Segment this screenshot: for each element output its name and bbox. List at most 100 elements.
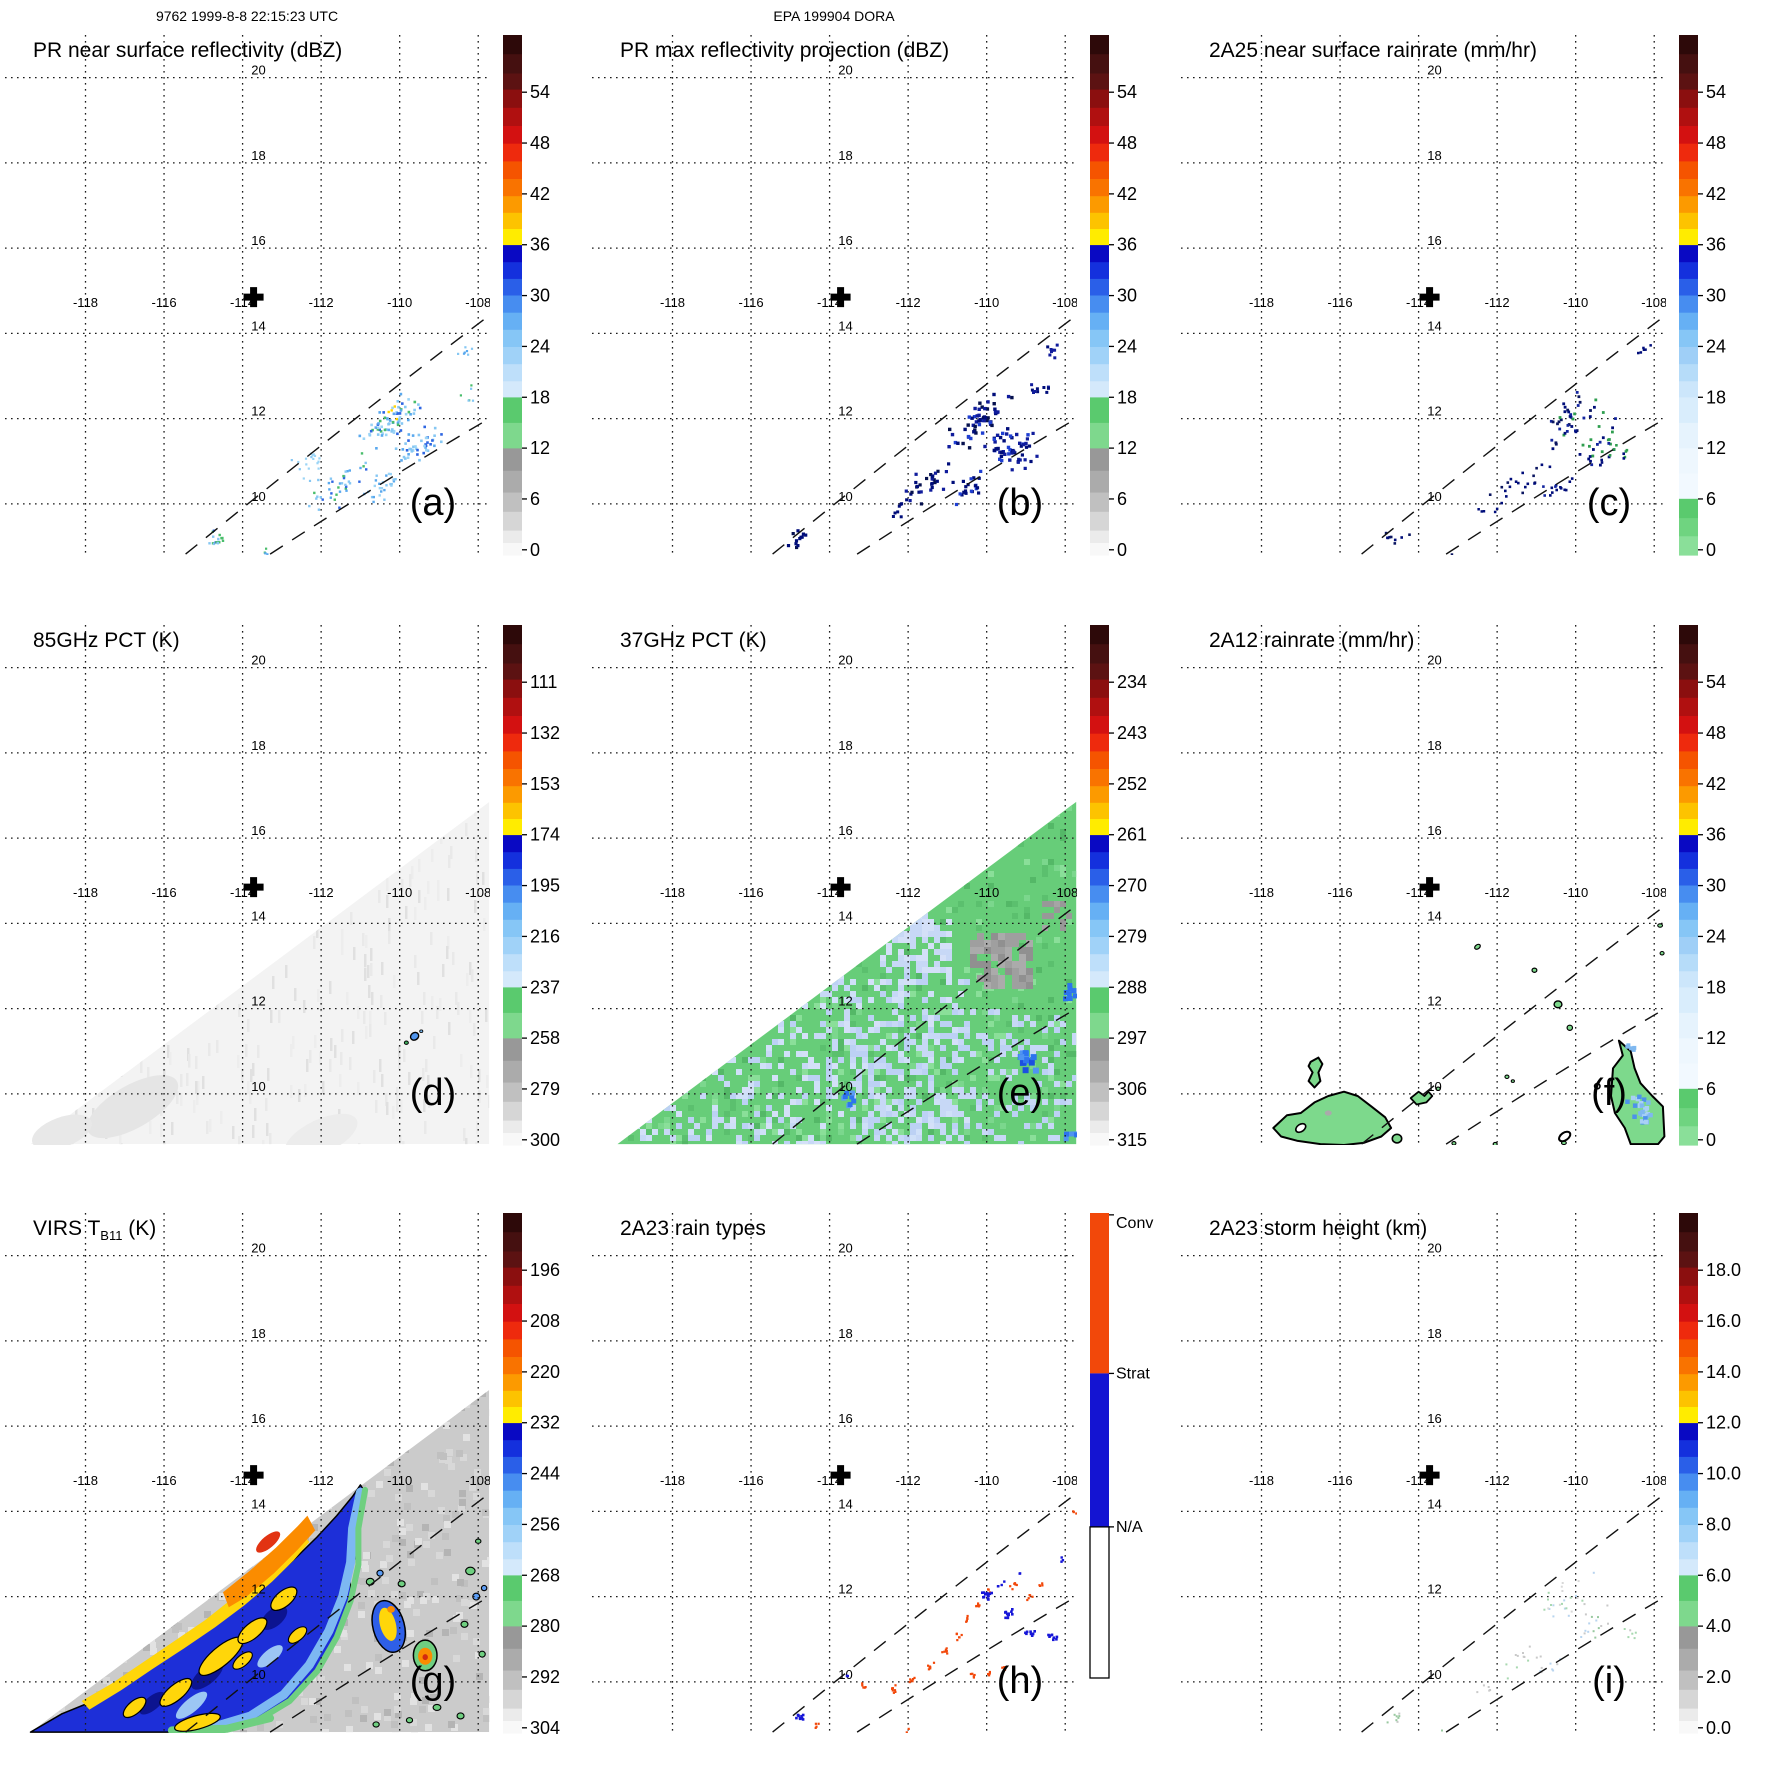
panel-b-annotations: (b) (830, 287, 1043, 524)
colorbar-label: 42 (1117, 184, 1137, 204)
panel-g-title-part: (K) (122, 1217, 157, 1240)
panel-d-title: 85GHz PCT (K) (33, 629, 180, 652)
panel-e-annotations: (e) (830, 877, 1043, 1114)
lon-tick-label: -108 (1052, 295, 1077, 310)
lat-tick-label: 14 (1427, 1496, 1441, 1511)
lon-tick-label: -108 (465, 295, 490, 310)
lat-tick-label: 14 (838, 318, 852, 333)
panel-c-swath-lines (1361, 314, 1666, 555)
lat-tick-label: 16 (838, 233, 852, 248)
storm-center-marker (1419, 287, 1440, 308)
lon-tick-label: -116 (739, 885, 764, 900)
panel-h-colorbar: Conv Strat N/A (1089, 1213, 1153, 1679)
lat-tick-label: 20 (251, 63, 265, 78)
lat-tick-label: 20 (838, 653, 852, 668)
panel-b-letter: (b) (997, 482, 1043, 524)
colorbar-label: 18 (1706, 977, 1726, 997)
colorbar-label: 30 (530, 286, 550, 306)
colorbar-label: 6 (1706, 489, 1716, 509)
storm-center-marker (243, 287, 264, 308)
colorbar-label: 0 (530, 540, 540, 560)
colorbar-label: 6.0 (1706, 1565, 1731, 1585)
storm-center-marker (830, 877, 851, 898)
lat-tick-label: 12 (838, 1582, 852, 1597)
colorbar-label: 280 (530, 1616, 560, 1636)
colorbar-label: 261 (1117, 825, 1147, 845)
colorbar-label: 24 (530, 336, 550, 356)
colorbar-label: 216 (530, 926, 560, 946)
lat-tick-label: 18 (838, 1326, 852, 1341)
panel-e-letter: (e) (997, 1072, 1043, 1114)
lat-tick-label: 12 (251, 994, 265, 1009)
colorbar-label: 252 (1117, 774, 1147, 794)
lat-tick-label: 20 (251, 1241, 265, 1256)
colorbar-label: 16.0 (1706, 1311, 1741, 1331)
panel-i-title: 2A23 storm height (km) (1209, 1217, 1428, 1240)
panel-a-title: PR near surface reflectivity (dBZ) (33, 39, 343, 62)
lon-tick-label: -112 (309, 295, 334, 310)
lat-tick-label: 20 (1427, 1241, 1441, 1256)
colorbar-label: 297 (1117, 1028, 1147, 1048)
colorbar-label: 292 (530, 1667, 560, 1687)
colorbar-label: 48 (1706, 133, 1726, 153)
lon-tick-label: -108 (1641, 1473, 1666, 1488)
panel-f-letter: (f) (1591, 1072, 1627, 1114)
colorbar-label: 0 (1706, 540, 1716, 560)
panel-d-data-cells (403, 1029, 424, 1045)
colorbar-label: 54 (1706, 82, 1726, 102)
lat-tick-label: 18 (251, 1326, 265, 1341)
colorbar-label: 0 (1706, 1130, 1716, 1150)
lon-tick-label: -116 (1328, 295, 1353, 310)
lon-tick-label: -116 (152, 1473, 177, 1488)
colorbar-label: 315 (1117, 1130, 1147, 1150)
colorbar-label: 12 (1706, 438, 1726, 458)
header-left-title: 9762 1999-8-8 22:15:23 UTC (155, 8, 339, 24)
lon-tick-label: -108 (465, 1473, 490, 1488)
lon-tick-label: -110 (1563, 1473, 1588, 1488)
lat-tick-label: 16 (251, 233, 265, 248)
panel-c-title: 2A25 near surface rainrate (mm/hr) (1209, 39, 1537, 62)
panel-f-colorbar: 54 48 42 36 30 24 18 12 6 0 (1679, 625, 1726, 1150)
colorbar-label: 244 (530, 1464, 560, 1484)
lon-tick-label: -110 (974, 885, 999, 900)
storm-center-marker (1419, 1465, 1440, 1486)
lat-tick-label: 18 (838, 148, 852, 163)
lon-tick-label: -118 (660, 1473, 685, 1488)
colorbar-label: 24 (1117, 336, 1137, 356)
colorbar-label: 288 (1117, 977, 1147, 997)
lat-tick-label: 16 (251, 1411, 265, 1426)
colorbar-label: 300 (530, 1130, 560, 1150)
colorbar-label: 6 (1117, 489, 1127, 509)
colorbar-label: 208 (530, 1311, 560, 1331)
lat-tick-label: 14 (838, 1496, 852, 1511)
colorbar-label: Strat (1116, 1365, 1150, 1382)
storm-center-marker (830, 287, 851, 308)
lat-tick-label: 18 (1427, 1326, 1441, 1341)
lat-tick-label: 16 (1427, 1411, 1441, 1426)
panel-f-title: 2A12 rainrate (mm/hr) (1209, 629, 1415, 652)
colorbar-label: 18.0 (1706, 1260, 1741, 1280)
colorbar-label: 42 (530, 184, 550, 204)
colorbar-label: 279 (1117, 926, 1147, 946)
lon-tick-label: -112 (309, 1473, 334, 1488)
panel-c-annotations: (c) (1419, 287, 1631, 524)
lon-tick-label: -116 (152, 295, 177, 310)
lat-tick-label: 12 (251, 404, 265, 419)
colorbar-label: 18 (530, 387, 550, 407)
colorbar-label: 270 (1117, 876, 1147, 896)
lon-tick-label: -118 (73, 1473, 98, 1488)
colorbar-label: 54 (1706, 672, 1726, 692)
lat-tick-label: 20 (1427, 63, 1441, 78)
colorbar-label: 48 (1117, 133, 1137, 153)
panel-c-colorbar: 54 48 42 36 30 24 18 12 6 0 (1679, 35, 1726, 560)
panel-f-annotations: (f) (1419, 877, 1627, 1114)
colorbar-label: 12 (1117, 438, 1137, 458)
lon-tick-label: -110 (1563, 295, 1588, 310)
lat-tick-label: 16 (1427, 233, 1441, 248)
colorbar-label: 0.0 (1706, 1718, 1731, 1738)
lon-tick-label: -118 (73, 295, 98, 310)
